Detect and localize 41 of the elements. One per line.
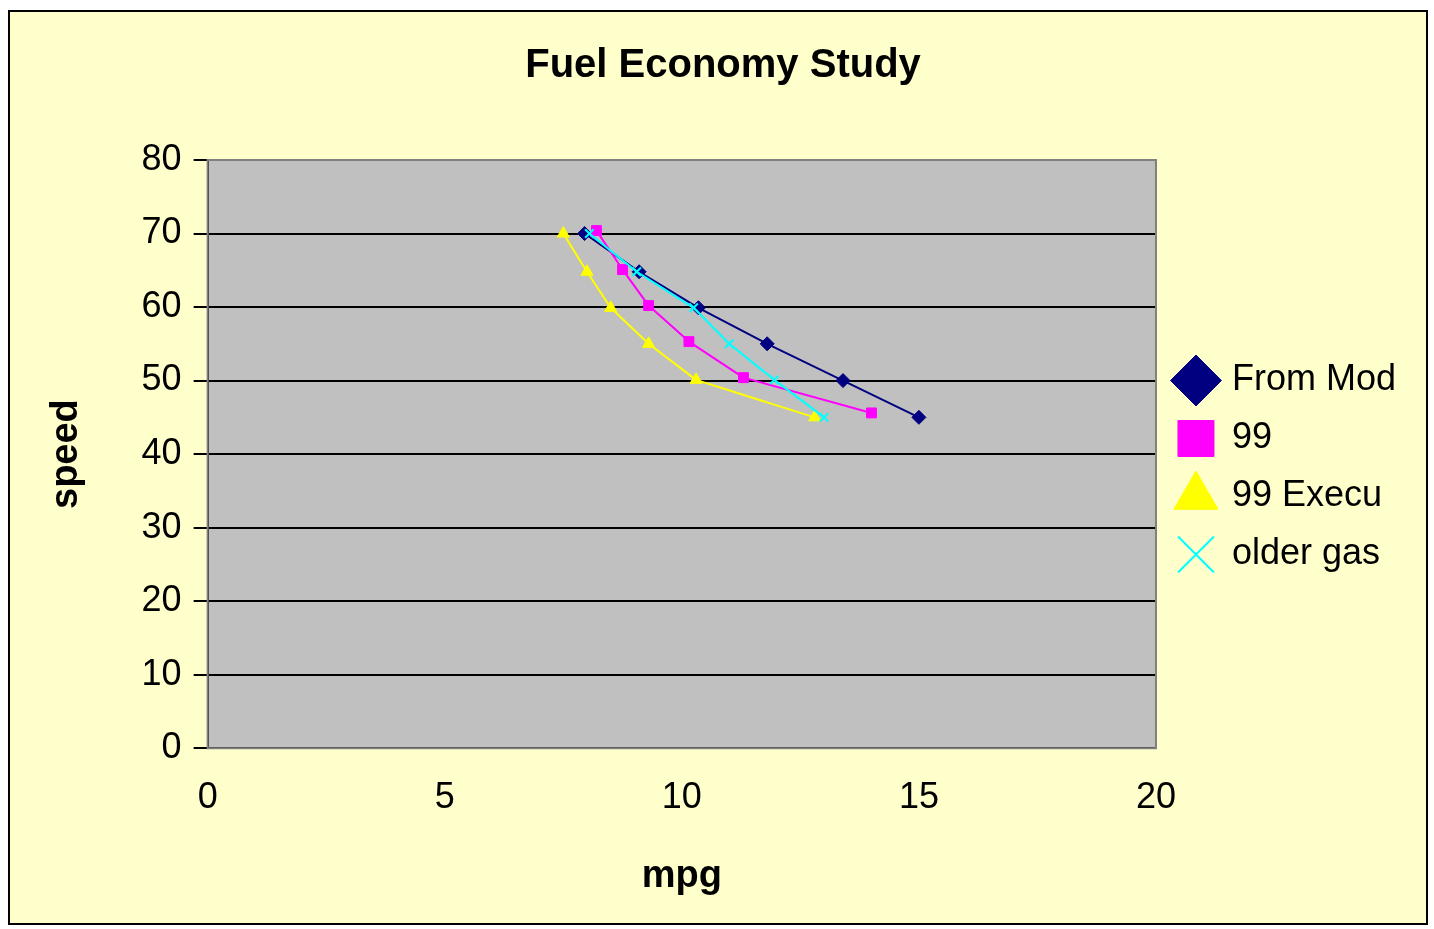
x-tick-label: 15: [898, 774, 939, 816]
point: [643, 300, 655, 312]
point: [866, 407, 877, 419]
x-tick-label: 20: [1135, 774, 1176, 816]
y-tick-label: 40: [141, 431, 182, 473]
legend-label: older gas: [1231, 531, 1381, 573]
point: [759, 336, 775, 352]
legend-label: From Mod: [1231, 357, 1397, 399]
y-tick-label: 30: [141, 504, 182, 546]
y-tick-label: 0: [161, 725, 182, 767]
point: [642, 336, 656, 348]
point: [604, 300, 618, 312]
point: [580, 264, 594, 276]
point: [818, 412, 830, 423]
y-tick-label: 50: [141, 357, 182, 399]
x-tick-label: 0: [197, 774, 218, 816]
point: [688, 302, 699, 314]
point: [683, 336, 695, 348]
chart-title: Fuel Economy Study: [525, 41, 922, 86]
point: [689, 372, 703, 384]
point: [556, 226, 570, 238]
y-axis-title: speed: [43, 399, 86, 510]
point: [584, 228, 595, 239]
y-tick-label: 20: [141, 578, 182, 620]
point: [631, 266, 643, 277]
point: [738, 372, 749, 384]
point: [835, 373, 851, 389]
y-tick-label: 60: [141, 283, 182, 325]
point: [911, 409, 927, 425]
legend-label: 99 Execu: [1231, 473, 1383, 515]
legend-label: 99: [1231, 415, 1273, 457]
x-tick-label: 10: [661, 774, 702, 816]
point: [723, 338, 735, 350]
point: [808, 409, 822, 422]
x-axis-title: mpg: [641, 852, 722, 895]
y-tick-label: 70: [141, 210, 182, 252]
y-tick-label: 10: [141, 651, 182, 693]
y-tick-label: 80: [141, 136, 182, 178]
point: [617, 264, 628, 275]
point: [769, 374, 780, 386]
x-tick-label: 5: [434, 774, 455, 816]
